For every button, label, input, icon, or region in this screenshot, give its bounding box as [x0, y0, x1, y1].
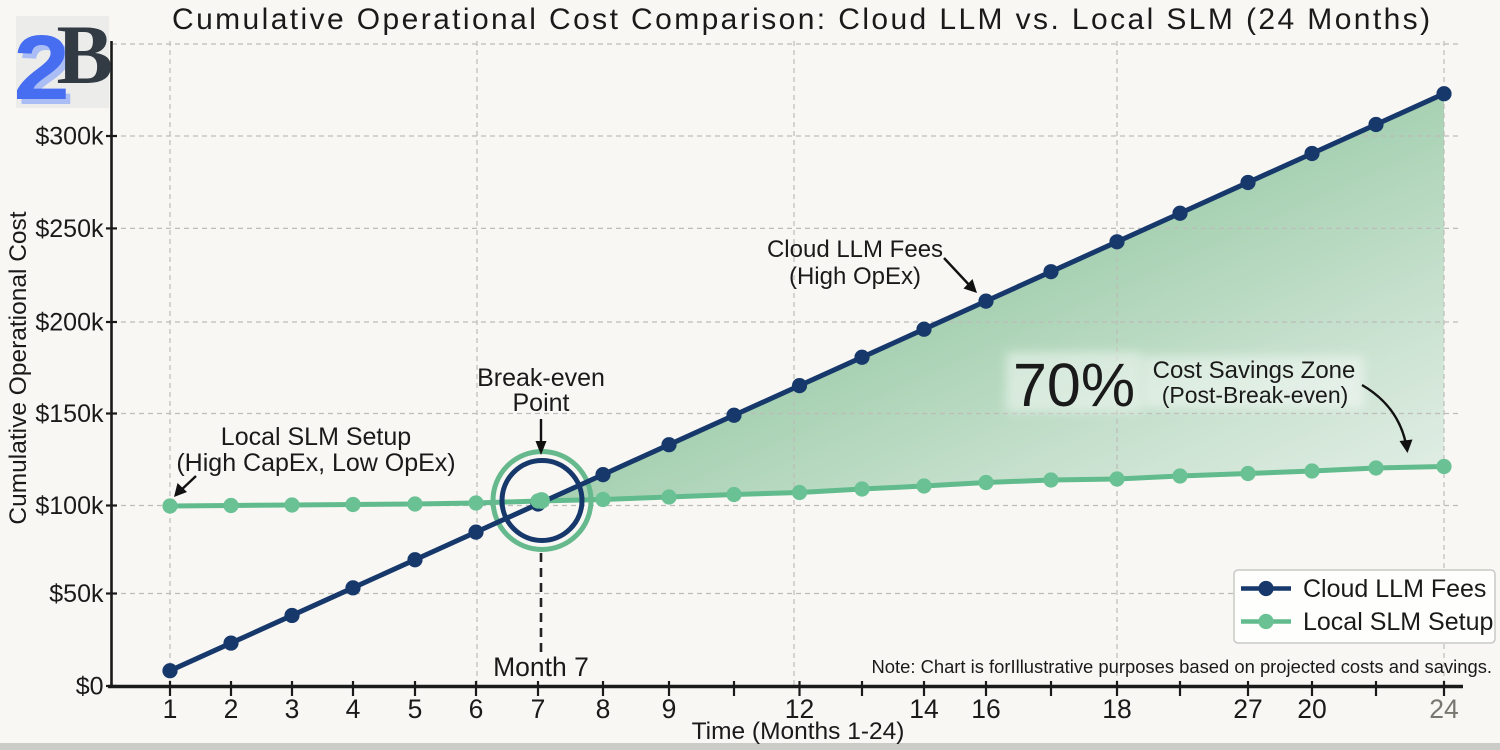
svg-text:Local SLM Setup: Local SLM Setup: [221, 423, 411, 451]
svg-text:24: 24: [1429, 694, 1458, 724]
svg-text:$0: $0: [76, 673, 104, 701]
svg-text:$150k: $150k: [35, 400, 104, 428]
svg-text:B: B: [57, 8, 114, 102]
svg-text:Cloud LLM Fees: Cloud LLM Fees: [1303, 575, 1486, 603]
svg-text:8: 8: [596, 694, 611, 724]
svg-text:27: 27: [1233, 694, 1262, 724]
svg-text:Time (Months 1-24): Time (Months 1-24): [692, 718, 905, 745]
svg-text:Local SLM Setup: Local SLM Setup: [1303, 608, 1493, 636]
svg-text:$300k: $300k: [35, 123, 104, 151]
svg-text:Cumulative Operational Cost: Cumulative Operational Cost: [5, 211, 32, 524]
svg-text:2: 2: [224, 694, 239, 724]
svg-text:3: 3: [285, 694, 300, 724]
svg-text:9: 9: [662, 694, 677, 724]
svg-text:(Post-Break-even): (Post-Break-even): [1162, 382, 1349, 408]
svg-text:14: 14: [909, 694, 938, 724]
svg-text:70%: 70%: [1013, 351, 1135, 419]
svg-text:16: 16: [971, 694, 1000, 724]
svg-text:Cumulative Operational Cost Co: Cumulative Operational Cost Comparison: …: [172, 3, 1432, 36]
svg-text:$250k: $250k: [35, 215, 104, 243]
svg-text:6: 6: [469, 694, 484, 724]
svg-text:7: 7: [531, 694, 546, 724]
svg-text:(High CapEx, Low OpEx): (High CapEx, Low OpEx): [176, 449, 455, 477]
svg-text:18: 18: [1102, 694, 1131, 724]
svg-text:1: 1: [163, 694, 178, 724]
svg-text:4: 4: [346, 694, 361, 724]
svg-text:Month 7: Month 7: [493, 652, 589, 682]
svg-text:$200k: $200k: [35, 309, 104, 337]
svg-text:2: 2: [18, 21, 74, 124]
svg-text:12: 12: [785, 694, 814, 724]
svg-text:$50k: $50k: [49, 580, 104, 608]
svg-text:Cost Savings Zone: Cost Savings Zone: [1153, 357, 1356, 384]
svg-text:Note: Chart is forIllustrative: Note: Chart is forIllustrative purposes …: [872, 656, 1493, 677]
svg-text:$100k: $100k: [35, 492, 104, 520]
svg-text:Cloud LLM Fees: Cloud LLM Fees: [767, 236, 943, 263]
svg-text:20: 20: [1297, 694, 1326, 724]
svg-text:(High OpEx): (High OpEx): [789, 263, 921, 290]
svg-text:2: 2: [14, 16, 70, 119]
svg-text:Break-even: Break-even: [477, 364, 605, 392]
svg-text:5: 5: [408, 694, 423, 724]
svg-text:Point: Point: [513, 389, 570, 417]
